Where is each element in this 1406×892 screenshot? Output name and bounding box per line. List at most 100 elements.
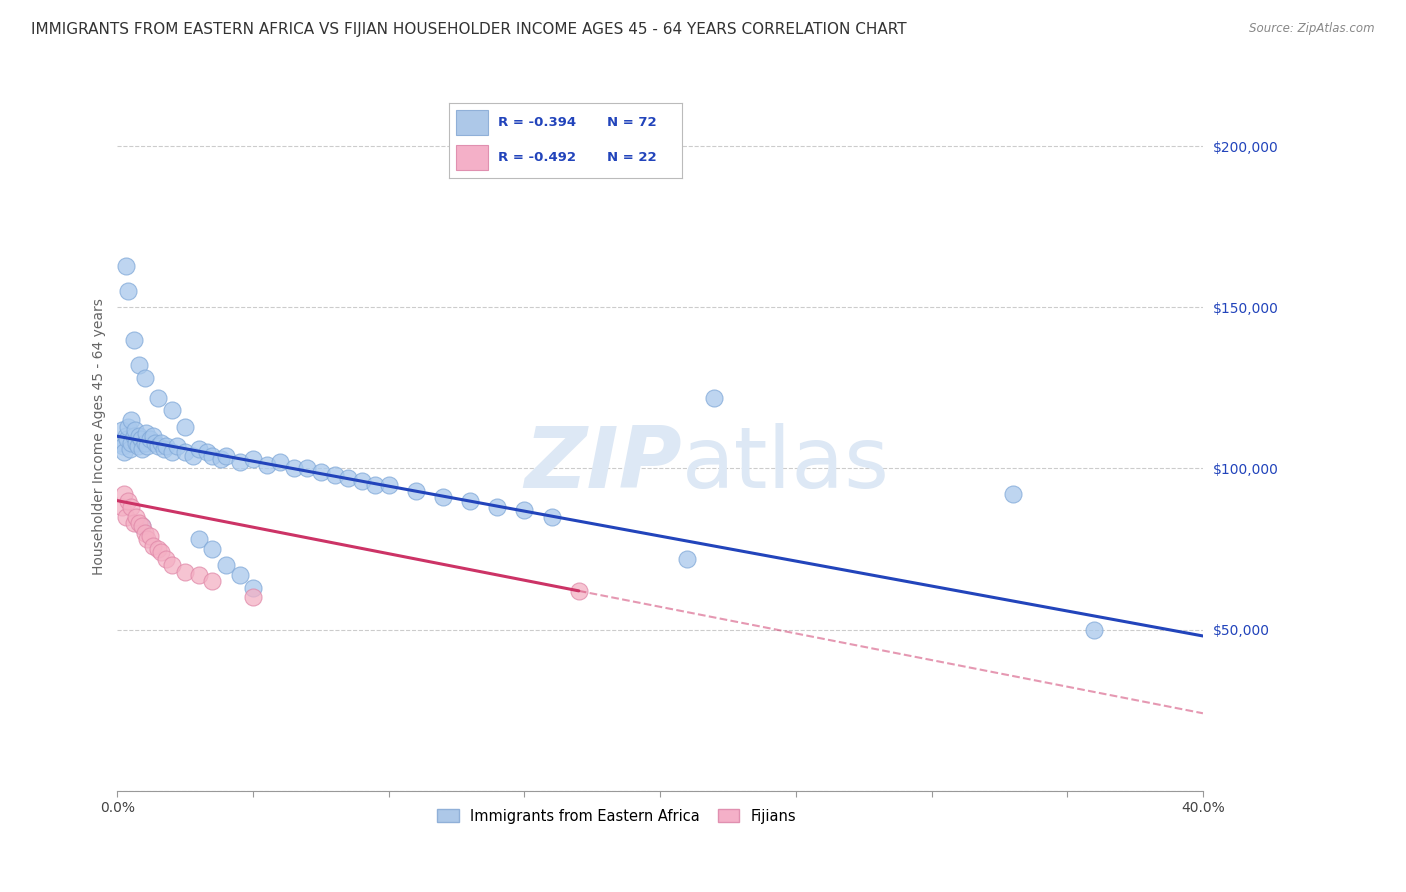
Point	[187, 567, 209, 582]
Point	[128, 359, 150, 373]
Point	[117, 285, 139, 299]
Point	[114, 429, 136, 443]
Point	[108, 435, 131, 450]
Point	[703, 391, 725, 405]
Point	[134, 371, 156, 385]
Point	[215, 449, 238, 463]
Point	[269, 455, 291, 469]
Point	[256, 458, 278, 473]
Point	[131, 519, 153, 533]
Point	[110, 423, 132, 437]
Point	[120, 413, 142, 427]
Point	[166, 439, 188, 453]
Y-axis label: Householder Income Ages 45 - 64 years: Householder Income Ages 45 - 64 years	[93, 298, 107, 574]
Point	[297, 461, 319, 475]
Point	[160, 558, 183, 573]
Point	[432, 491, 454, 505]
Point	[323, 467, 346, 482]
Point	[112, 445, 135, 459]
Point	[149, 435, 172, 450]
Point	[378, 477, 401, 491]
Point	[128, 516, 150, 531]
Point	[131, 442, 153, 457]
Point	[149, 545, 172, 559]
Point	[174, 445, 197, 459]
Point	[242, 591, 264, 605]
Point	[122, 516, 145, 531]
Point	[135, 425, 157, 440]
Point	[114, 259, 136, 273]
Point	[122, 429, 145, 443]
Point	[115, 433, 138, 447]
Point	[195, 445, 218, 459]
Point	[152, 442, 174, 457]
Point	[142, 429, 165, 443]
Point	[134, 525, 156, 540]
Point	[174, 565, 197, 579]
Text: Source: ZipAtlas.com: Source: ZipAtlas.com	[1250, 22, 1375, 36]
Point	[117, 419, 139, 434]
Point	[1001, 487, 1024, 501]
Point	[676, 551, 699, 566]
Point	[183, 449, 205, 463]
Point	[146, 439, 169, 453]
Point	[117, 493, 139, 508]
Point	[568, 583, 591, 598]
Point	[540, 509, 562, 524]
Point	[124, 423, 146, 437]
Point	[129, 433, 152, 447]
Point	[215, 558, 238, 573]
Point	[110, 500, 132, 515]
Point	[134, 435, 156, 450]
Point	[458, 493, 481, 508]
Point	[201, 541, 224, 556]
Point	[160, 403, 183, 417]
Point	[201, 449, 224, 463]
Point	[228, 567, 250, 582]
Point	[174, 419, 197, 434]
Point	[142, 539, 165, 553]
Point	[155, 439, 177, 453]
Point	[120, 500, 142, 515]
Point	[145, 435, 167, 450]
Point	[136, 533, 159, 547]
Point	[146, 541, 169, 556]
Point	[146, 391, 169, 405]
Point	[242, 451, 264, 466]
Point	[1083, 623, 1105, 637]
Point	[125, 509, 148, 524]
Point	[337, 471, 360, 485]
Point	[405, 483, 427, 498]
Point	[242, 581, 264, 595]
Point	[228, 455, 250, 469]
Text: IMMIGRANTS FROM EASTERN AFRICA VS FIJIAN HOUSEHOLDER INCOME AGES 45 - 64 YEARS C: IMMIGRANTS FROM EASTERN AFRICA VS FIJIAN…	[31, 22, 907, 37]
Point	[309, 465, 332, 479]
Point	[125, 435, 148, 450]
Point	[112, 487, 135, 501]
Point	[209, 451, 232, 466]
Point	[131, 519, 153, 533]
Point	[120, 435, 142, 450]
Legend: Immigrants from Eastern Africa, Fijians: Immigrants from Eastern Africa, Fijians	[432, 803, 803, 830]
Point	[118, 442, 141, 457]
Text: atlas: atlas	[682, 423, 890, 506]
Point	[139, 433, 162, 447]
Point	[114, 509, 136, 524]
Point	[513, 503, 536, 517]
Text: ZIP: ZIP	[524, 423, 682, 506]
Point	[111, 439, 134, 453]
Point	[187, 533, 209, 547]
Point	[187, 442, 209, 457]
Point	[486, 500, 509, 515]
Point	[283, 461, 305, 475]
Point	[364, 477, 387, 491]
Point	[201, 574, 224, 589]
Point	[136, 439, 159, 453]
Point	[128, 429, 150, 443]
Point	[350, 475, 373, 489]
Point	[139, 529, 162, 543]
Point	[160, 445, 183, 459]
Point	[122, 333, 145, 347]
Point	[155, 551, 177, 566]
Point	[127, 439, 149, 453]
